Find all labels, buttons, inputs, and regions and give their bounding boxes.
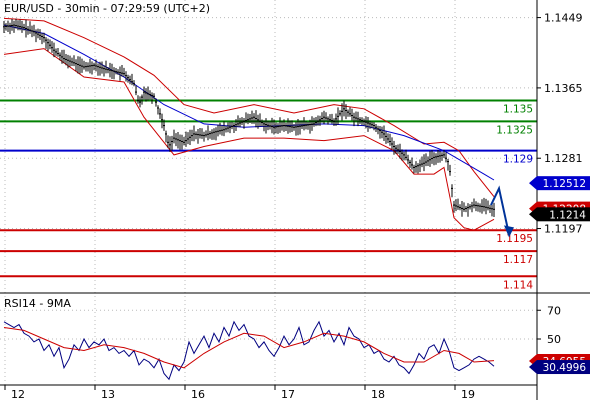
y-tick-label-1: 1.1365 — [544, 82, 583, 95]
level-label-5: 1.114 — [503, 279, 533, 291]
main-series — [3, 17, 514, 238]
chart-title: EUR/USD - 30min - 07:29:59 (UTC+2) — [4, 2, 210, 15]
price-tag-0-box — [537, 176, 590, 191]
rsi-tag-1-label: 30.4996 — [543, 362, 587, 374]
y-tick-label-3: 1.1197 — [544, 223, 583, 236]
bollinger-upper — [3, 17, 495, 198]
rsi-tick-label-0: 70 — [547, 304, 561, 317]
ticks: 1.1449 1.1365 1.1281 1.1197 70 50 12 13 16 17 18 19 — [4, 12, 583, 400]
forecast-arrow-head — [504, 225, 514, 238]
rsi-series-1 — [3, 327, 495, 369]
rsi-tag-1-pointer — [529, 360, 537, 375]
forecast-arrow — [490, 185, 510, 235]
price-tag-0-label: 1.12512 — [543, 178, 586, 190]
rsi-tick-label-1: 50 — [547, 333, 561, 346]
level-label-0: 1.135 — [503, 103, 533, 115]
level-label-2: 1.129 — [503, 154, 533, 166]
price-tag-2-pointer — [529, 207, 537, 222]
price-tag-2-label: 1.1214 — [549, 209, 586, 221]
x-tick-label-4: 18 — [371, 388, 385, 400]
x-tick-label-3: 17 — [281, 388, 295, 400]
y-tick-label-2: 1.1281 — [544, 152, 583, 165]
rsi-tag-1-box — [537, 360, 590, 375]
x-tick-label-2: 16 — [191, 388, 205, 400]
x-tick-label-0: 12 — [11, 388, 25, 400]
rsi-title: RSI14 - 9MA — [4, 297, 71, 310]
rsi-series — [3, 320, 495, 381]
x-tick-label-1: 13 — [101, 388, 115, 400]
level-label-4: 1.117 — [503, 254, 533, 266]
level-label-1: 1.1325 — [496, 124, 533, 136]
level-label-3: 1.1195 — [496, 233, 533, 245]
y-tick-label-0: 1.1449 — [544, 12, 583, 25]
rsi-series-0 — [3, 320, 495, 381]
bollinger-lower — [3, 48, 495, 231]
x-tick-label-5: 19 — [461, 388, 475, 400]
grid — [0, 0, 537, 385]
price-tag-2-box — [537, 207, 590, 222]
levels: 1.135 1.1325 1.129 1.1195 1.117 1.114 — [0, 99, 537, 291]
price-tag-0-pointer — [529, 176, 537, 191]
